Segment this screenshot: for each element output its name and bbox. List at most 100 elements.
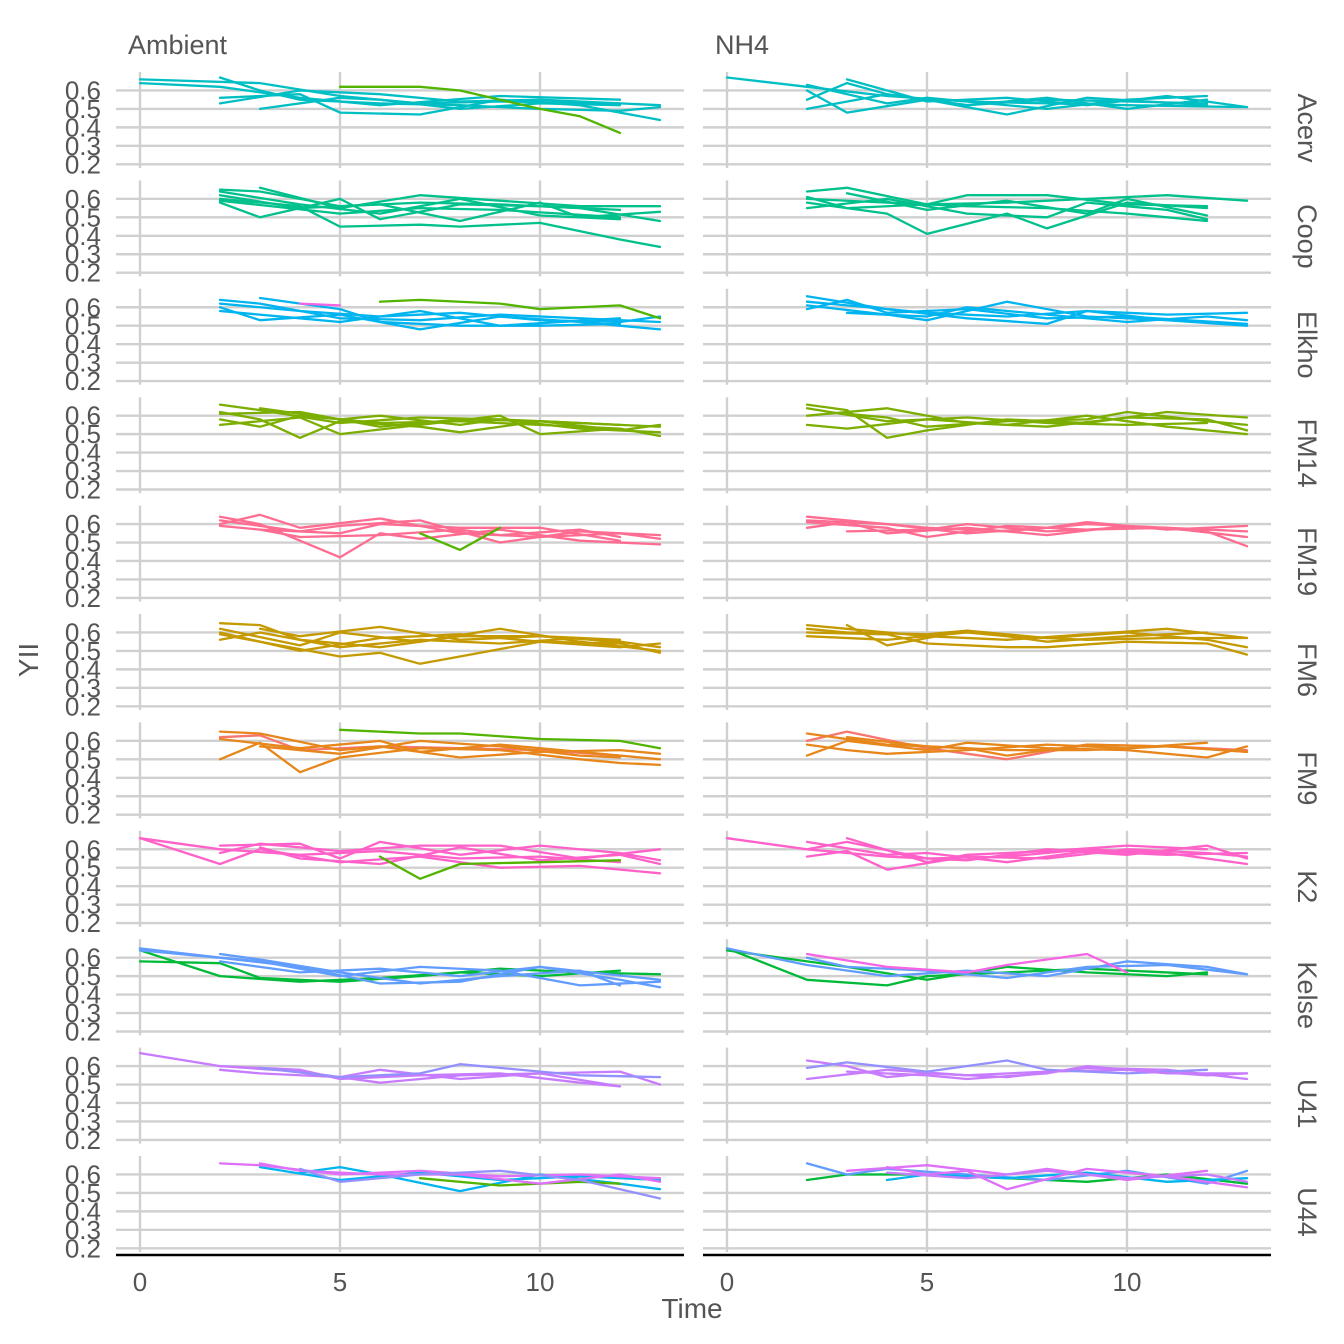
x-tick-label: 10 (526, 1267, 555, 1297)
y-tick-label: 0.2 (65, 583, 101, 613)
series-line-fm9-ambient-1 (218, 741, 662, 774)
series-group-acerv-nh4 (725, 76, 1249, 116)
y-tick-label: 0.2 (65, 475, 101, 505)
y-tick-label: 0.5 (65, 636, 101, 666)
series-group-coop-ambient (218, 186, 662, 249)
y-tick-label: 0.4 (65, 763, 101, 793)
series-group-coop-nh4 (805, 186, 1249, 236)
y-tick-label: 0.5 (65, 94, 101, 124)
row-strip-label-k2: K2 (1292, 870, 1322, 903)
series-line-fm6-nh4-1 (805, 631, 1249, 656)
series-line-elkho-ambient-2 (218, 302, 662, 324)
series-group-kelse-nh4 (725, 947, 1249, 987)
series-line-k2-nh4-2 (805, 840, 1249, 864)
series-line-u41-nh4-2 (805, 1059, 1209, 1075)
y-tick-label: 0.4 (65, 1088, 101, 1118)
y-tick-label: 0.6 (65, 401, 101, 431)
y-tick-label: 0.6 (65, 184, 101, 214)
series-line-u41-ambient-3 (258, 1063, 662, 1079)
series-line-elkho-ambient-3 (218, 309, 622, 327)
col-strip-label-nh4: NH4 (715, 30, 769, 60)
row-strip-label-fm14: FM14 (1292, 419, 1322, 488)
series-line-u44-nh4-5 (885, 1169, 1249, 1183)
y-tick-label: 0.5 (65, 311, 101, 341)
series-line-acerv-nh4-3 (805, 93, 1209, 111)
y-tick-label: 0.2 (65, 258, 101, 288)
series-group-fm6-nh4 (805, 623, 1249, 656)
y-tick-label: 0.2 (65, 1017, 101, 1047)
series-line-kelse-nh4-4 (805, 952, 1129, 974)
y-tick-label: 0.6 (65, 943, 101, 973)
series-line-fm9-ambient-3 (218, 737, 662, 761)
panel-fm19-nh4 (703, 505, 1271, 602)
y-axis-title: YII (13, 643, 44, 677)
series-line-u44-ambient-5 (298, 1167, 662, 1200)
series-line-k2-ambient-5 (378, 855, 622, 880)
x-tick-label: 5 (920, 1267, 934, 1297)
y-tick-label: 0.3 (65, 564, 101, 594)
series-group-fm14-ambient (218, 403, 662, 439)
series-group-fm9-ambient (218, 728, 662, 774)
y-tick-label: 0.3 (65, 781, 101, 811)
series-line-fm9-ambient-5 (338, 728, 662, 750)
series-line-fm19-ambient-3 (258, 522, 622, 542)
y-tick-label: 0.3 (65, 998, 101, 1028)
row-strip-label-elkho: Elkho (1292, 311, 1322, 379)
x-tick-label: 5 (333, 1267, 347, 1297)
series-line-fm9-nh4-1 (805, 739, 1249, 759)
y-tick-label: 0.2 (65, 149, 101, 179)
panel-fm6-ambient (116, 614, 684, 710)
series-line-k2-ambient-0 (138, 837, 662, 875)
series-group-acerv-ambient (138, 76, 662, 135)
y-tick-label: 0.5 (65, 853, 101, 883)
series-line-fm14-ambient-2 (218, 414, 622, 436)
y-tick-label: 0.2 (65, 908, 101, 938)
y-tick-label: 0.3 (65, 673, 101, 703)
y-tick-label: 0.6 (65, 1051, 101, 1081)
series-line-fm9-nh4-4 (845, 736, 1249, 754)
x-tick-label: 10 (1113, 1267, 1142, 1297)
series-group-kelse-ambient (138, 947, 662, 989)
series-line-elkho-ambient-6 (378, 298, 662, 320)
series-line-elkho-ambient-4 (258, 296, 622, 327)
series-line-fm14-nh4-2 (805, 414, 1249, 436)
row-strip-label-fm19: FM19 (1292, 527, 1322, 596)
series-line-fm6-ambient-2 (218, 627, 662, 653)
series-line-fm6-ambient-5 (218, 631, 662, 653)
series-line-k2-ambient-4 (258, 846, 662, 866)
axes-layer: Ambient NH4 Acerv Coop Elkho FM14 FM19 FM6 FM9 K2… (65, 30, 1322, 1297)
row-strip-label-u41: U41 (1292, 1079, 1322, 1129)
series-group-elkho-ambient (218, 296, 662, 331)
series-line-k2-ambient-1 (218, 840, 662, 862)
series-line-fm14-nh4-4 (845, 410, 1249, 428)
series-line-coop-ambient-2 (218, 197, 622, 221)
y-tick-label: 0.4 (65, 329, 101, 359)
series-group-fm14-nh4 (805, 403, 1249, 439)
series-line-fm9-ambient-4 (258, 739, 622, 759)
series-line-elkho-ambient-5 (298, 302, 342, 307)
series-line-u41-nh4-1 (805, 1068, 1249, 1081)
y-tick-label: 0.3 (65, 890, 101, 920)
series-line-acerv-nh4-5 (805, 83, 1209, 111)
series-group-fm19-ambient (218, 513, 662, 559)
y-tick-label: 0.4 (65, 871, 101, 901)
y-tick-label: 0.3 (65, 1106, 101, 1136)
y-tick-label: 0.2 (65, 1233, 101, 1263)
y-tick-label: 0.6 (65, 292, 101, 322)
y-tick-label: 0.4 (65, 221, 101, 251)
col-strip-label-ambient: Ambient (128, 30, 228, 60)
series-line-elkho-nh4-4 (805, 295, 1249, 327)
series-line-fm6-nh4-4 (805, 631, 1249, 641)
series-line-coop-ambient-5 (218, 190, 622, 221)
panels-layer (116, 72, 1271, 1252)
panel-fm14-ambient (116, 397, 684, 494)
y-tick-label: 0.3 (65, 239, 101, 269)
panel-fm14-nh4 (703, 397, 1271, 494)
series-line-fm14-ambient-5 (218, 410, 622, 428)
series-group-fm9-nh4 (805, 730, 1249, 761)
series-line-kelse-ambient-5 (218, 960, 662, 981)
series-line-kelse-ambient-3 (138, 949, 662, 987)
series-group-u41-nh4 (805, 1059, 1249, 1081)
panel-fm9-nh4 (703, 722, 1271, 819)
series-group-k2-ambient (138, 837, 662, 880)
